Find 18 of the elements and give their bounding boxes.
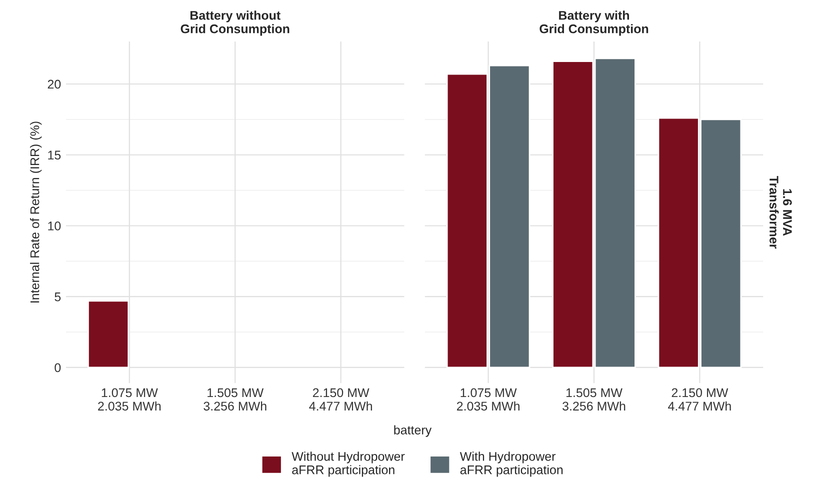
x-tick-label: 1.505 MW 3.256 MWh bbox=[204, 388, 266, 411]
chart-title: Battery with Grid Consumption bbox=[540, 10, 648, 36]
x-axis-title: battery bbox=[394, 425, 432, 437]
x-tick-label: 1.505 MW 3.256 MWh bbox=[562, 388, 626, 411]
y-axis-title: Internal Rate of Return (IRR) (%) bbox=[30, 122, 42, 302]
legend-label: With Hydropower aFRR participation bbox=[460, 452, 563, 477]
text: 1.6 MVA Transformer bbox=[770, 176, 792, 249]
chart-title: Battery without Grid Consumption bbox=[180, 10, 290, 36]
legend-label: Without Hydropower aFRR participation bbox=[292, 452, 405, 477]
x-tick-label: 2.150 MW 4.477 MWh bbox=[668, 388, 731, 410]
y-tick-label: 10 bbox=[48, 222, 61, 230]
y-tick-label: 5 bbox=[54, 292, 61, 302]
x-tick-label: 2.150 MW 4.477 MWh bbox=[309, 388, 372, 410]
x-tick-label: 1.075 MW 2.035 MWh bbox=[456, 388, 520, 411]
y-tick-label: 20 bbox=[48, 80, 61, 89]
x-tick-label: 1.075 MW 2.035 MWh bbox=[98, 388, 161, 411]
y-tick-label: 0 bbox=[54, 363, 61, 372]
y-tick-label: 15 bbox=[48, 150, 61, 160]
